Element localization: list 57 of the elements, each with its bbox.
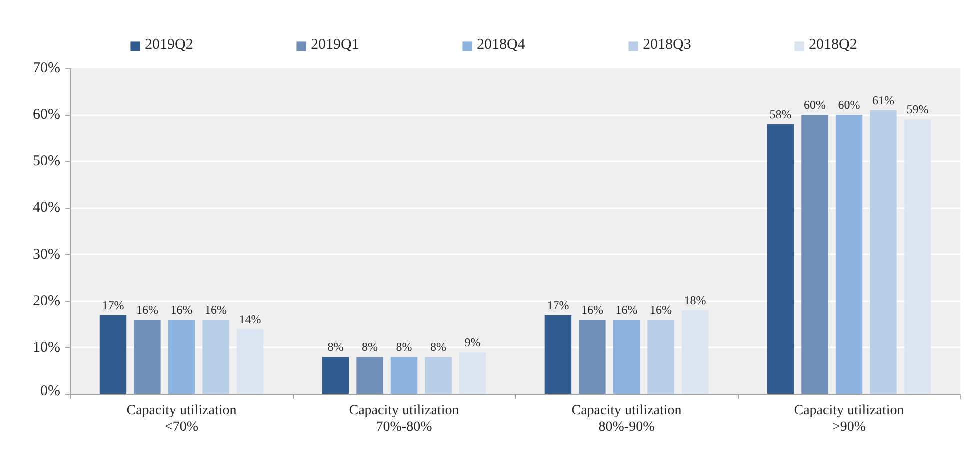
data-label: 58% — [770, 107, 792, 122]
y-tick-label: 40% — [33, 200, 61, 216]
data-label: 17% — [102, 298, 124, 312]
data-label: 9% — [464, 336, 481, 350]
data-label: 16% — [205, 302, 228, 317]
bar — [870, 110, 897, 394]
y-tick-label: 0% — [40, 384, 61, 400]
data-label: 17% — [547, 298, 570, 312]
bar — [648, 320, 674, 394]
x-tick-label: Capacity utilization >90% — [794, 404, 904, 435]
bar — [390, 357, 418, 394]
bar — [613, 320, 640, 394]
data-label: 60% — [804, 98, 826, 112]
x-tick-label: Capacity utilization <70% — [126, 404, 237, 435]
legend-label: 2018Q3 — [643, 37, 692, 54]
y-tick-label: 10% — [33, 340, 61, 356]
bar — [802, 115, 828, 394]
data-label: 16% — [650, 302, 672, 317]
data-label: 14% — [239, 312, 262, 326]
bar — [168, 320, 196, 394]
y-tick-label: 20% — [33, 293, 61, 310]
data-label: 18% — [684, 294, 706, 308]
data-label: 16% — [581, 302, 604, 317]
data-label: 60% — [838, 98, 860, 112]
data-label: 61% — [872, 93, 895, 108]
bar — [579, 320, 606, 394]
data-label: 16% — [170, 302, 193, 317]
bar — [100, 315, 127, 394]
data-label: 16% — [616, 302, 638, 317]
data-label: 59% — [906, 102, 929, 117]
data-label: 16% — [136, 302, 158, 317]
data-label: 8% — [362, 340, 378, 354]
data-label: 8% — [328, 340, 344, 354]
y-tick-label: 30% — [33, 246, 61, 263]
bar — [356, 357, 384, 394]
data-label: 8% — [430, 340, 447, 354]
bar — [682, 310, 709, 394]
bar — [836, 115, 863, 394]
legend-label: 2018Q2 — [809, 37, 858, 54]
bar — [425, 357, 452, 394]
bar — [134, 320, 161, 394]
y-tick-label: 60% — [33, 107, 61, 124]
data-label: 8% — [396, 340, 412, 354]
y-tick-label: 70% — [33, 60, 61, 76]
legend-label: 2019Q1 — [311, 37, 360, 54]
x-tick-label: Capacity utilization 80%-90% — [572, 404, 682, 435]
legend-label: 2018Q4 — [477, 37, 526, 54]
bar — [202, 320, 230, 394]
bar — [459, 352, 486, 394]
x-tick-label: Capacity utilization 70%-80% — [349, 404, 460, 435]
bar — [236, 329, 264, 394]
legend-label: 2019Q2 — [145, 37, 194, 54]
y-tick-label: 50% — [33, 154, 61, 170]
bar — [904, 120, 932, 394]
bar — [544, 315, 572, 394]
bar — [767, 124, 794, 394]
bar — [322, 357, 350, 394]
